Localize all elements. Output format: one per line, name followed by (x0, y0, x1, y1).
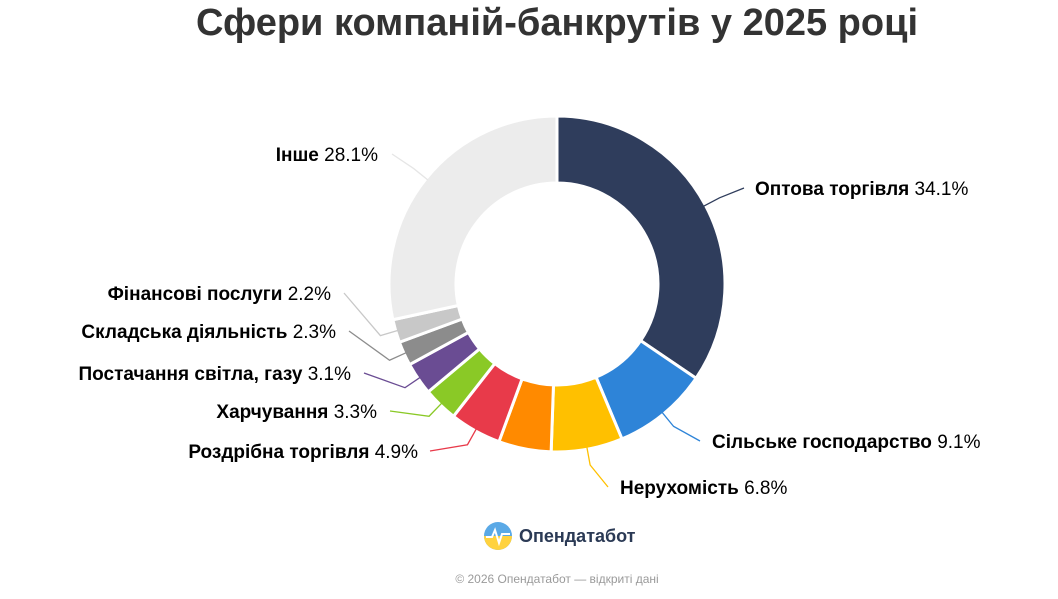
slice-label: Оптова торгівля 34.1% (755, 179, 968, 200)
slice-label-name: Інше (276, 145, 324, 166)
slice-label-name: Фінансові послуги (108, 284, 288, 305)
slice-label: Харчування 3.3% (216, 402, 377, 423)
donut-slice (387, 114, 559, 322)
donut-slice (555, 114, 727, 380)
leader-line (343, 292, 398, 337)
leader-line (661, 412, 701, 442)
slice-label-value: 34.1% (915, 179, 969, 200)
leader-line (429, 428, 477, 452)
slice-label: Фінансові послуги 2.2% (108, 284, 332, 305)
chart-title: Сфери компаній-банкрутів у 2025 році (196, 2, 918, 44)
slice-label: Сільське господарство 9.1% (712, 432, 981, 453)
leader-line (389, 402, 443, 417)
slice-label-name: Харчування (216, 402, 333, 423)
slice-label-name: Постачання світла, газу (78, 364, 307, 385)
slice-label-name: Сільське господарство (712, 432, 937, 453)
footer-text: © 2026 Опендатабот — відкриті дані (455, 572, 659, 586)
donut-slices (387, 114, 727, 454)
slice-label-value: 6.8% (744, 478, 787, 499)
leader-line (348, 330, 407, 361)
slice-label: Інше 28.1% (276, 145, 378, 166)
slice-label-name: Складська діяльність (81, 322, 292, 343)
slice-label-value: 3.3% (334, 402, 377, 423)
slice-labels: Оптова торгівля 34.1% Сільське господарст… (78, 145, 980, 499)
brand-name: Опендатабот (519, 525, 636, 546)
slice-label-value: 9.1% (937, 432, 980, 453)
leader-line (586, 447, 609, 488)
slice-label-name: Нерухомість (620, 478, 744, 499)
slice-label: Нерухомість 6.8% (620, 478, 787, 499)
brand-logo: Опендатабот (483, 520, 636, 552)
slice-label-name: Оптова торгівля (755, 179, 915, 200)
leader-lines (343, 153, 745, 488)
slice-label-value: 2.2% (288, 284, 331, 305)
slice-label: Постачання світла, газу 3.1% (78, 364, 351, 385)
leader-line (703, 187, 745, 207)
leader-line (391, 153, 429, 181)
slice-label-name: Роздрібна торгівля (188, 442, 374, 463)
slice-label-value: 28.1% (324, 145, 378, 166)
slice-label-value: 4.9% (375, 442, 418, 463)
leader-line (363, 372, 421, 389)
slice-label-value: 2.3% (293, 322, 336, 343)
slice-label: Складська діяльність 2.3% (81, 322, 336, 343)
opendatabot-logo-icon (484, 522, 512, 550)
slice-label: Роздрібна торгівля 4.9% (188, 442, 418, 463)
slice-label-value: 3.1% (308, 364, 351, 385)
